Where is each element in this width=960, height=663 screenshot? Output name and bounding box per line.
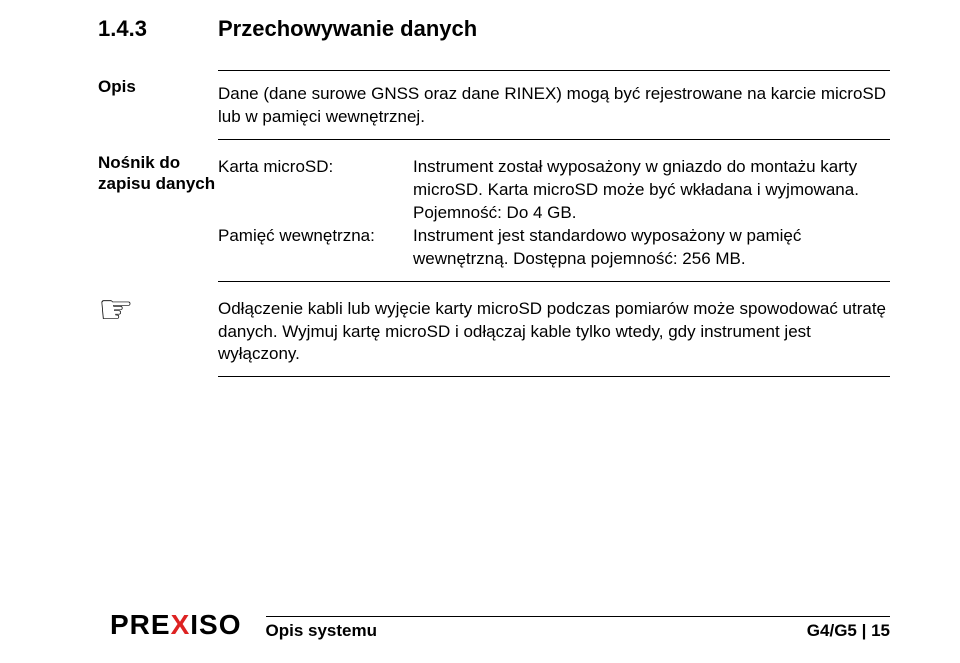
divider: [218, 139, 890, 140]
page-footer: PREXISO Opis systemu G4/G5 | 15: [110, 609, 890, 641]
heading-title: Przechowywanie danych: [218, 16, 477, 42]
def-text-pamiec: Instrument jest standardowo wyposażony w…: [413, 225, 890, 271]
brand-post: ISO: [190, 609, 241, 640]
section-opis-text: Dane (dane surowe GNSS oraz dane RINEX) …: [218, 77, 890, 139]
brand-x: X: [171, 609, 191, 640]
def-label-karta: Karta microSD:: [218, 156, 413, 225]
def-text-karta: Instrument został wyposażony w gniazdo d…: [413, 156, 890, 225]
section-heading: 1.4.3 Przechowywanie danych: [110, 16, 890, 42]
def-label-pamiec: Pamięć wewnętrzna:: [218, 225, 413, 271]
note-section: ☞ Odłączenie kabli lub wyjęcie karty mic…: [110, 288, 890, 384]
divider: [218, 281, 890, 282]
heading-number: 1.4.3: [98, 16, 218, 42]
section-nosnik: Nośnik do zapisu danych Karta microSD: I…: [110, 146, 890, 288]
pointer-icon: ☞: [98, 288, 218, 384]
definition-list: Karta microSD: Instrument został wyposaż…: [218, 156, 890, 271]
footer-section-title: Opis systemu: [266, 621, 378, 641]
section-opis: Opis Dane (dane surowe GNSS oraz dane RI…: [110, 70, 890, 146]
divider: [218, 376, 890, 377]
brand-logo: PREXISO: [110, 609, 242, 641]
divider: [218, 70, 890, 71]
section-opis-label: Opis: [98, 70, 218, 146]
brand-pre: PRE: [110, 609, 171, 640]
note-text: Odłączenie kabli lub wyjęcie karty micro…: [218, 288, 890, 377]
footer-page-number: G4/G5 | 15: [807, 621, 890, 641]
section-nosnik-label: Nośnik do zapisu danych: [98, 146, 218, 288]
